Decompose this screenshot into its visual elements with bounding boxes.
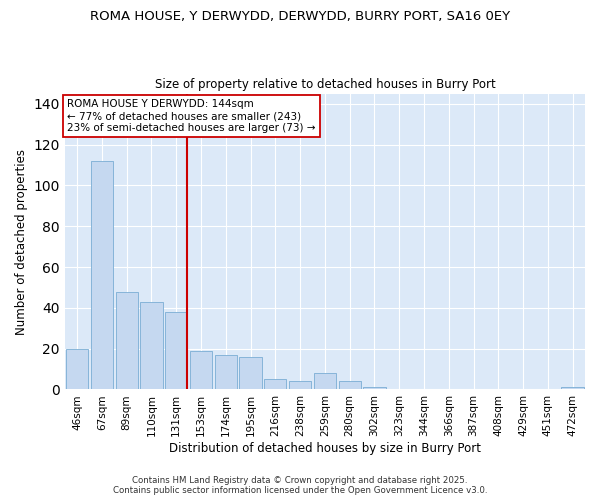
Text: ROMA HOUSE Y DERWYDD: 144sqm
← 77% of detached houses are smaller (243)
23% of s: ROMA HOUSE Y DERWYDD: 144sqm ← 77% of de… (67, 100, 316, 132)
Bar (140, 302, 163, 390)
Bar (289, 382, 311, 390)
Text: ROMA HOUSE, Y DERWYDD, DERWYDD, BURRY PORT, SA16 0EY: ROMA HOUSE, Y DERWYDD, DERWYDD, BURRY PO… (90, 10, 510, 23)
Bar (66, 348, 88, 390)
Bar (215, 355, 237, 390)
Bar (190, 350, 212, 390)
Bar (264, 380, 286, 390)
Bar (239, 357, 262, 390)
X-axis label: Distribution of detached houses by size in Burry Port: Distribution of detached houses by size … (169, 442, 481, 455)
Bar (91, 161, 113, 390)
Bar (562, 388, 584, 390)
Bar (165, 312, 187, 390)
Bar (314, 373, 336, 390)
Y-axis label: Number of detached properties: Number of detached properties (15, 148, 28, 334)
Bar (363, 388, 386, 390)
Bar (338, 382, 361, 390)
Title: Size of property relative to detached houses in Burry Port: Size of property relative to detached ho… (155, 78, 495, 91)
Text: Contains HM Land Registry data © Crown copyright and database right 2025.
Contai: Contains HM Land Registry data © Crown c… (113, 476, 487, 495)
Bar (116, 292, 138, 390)
